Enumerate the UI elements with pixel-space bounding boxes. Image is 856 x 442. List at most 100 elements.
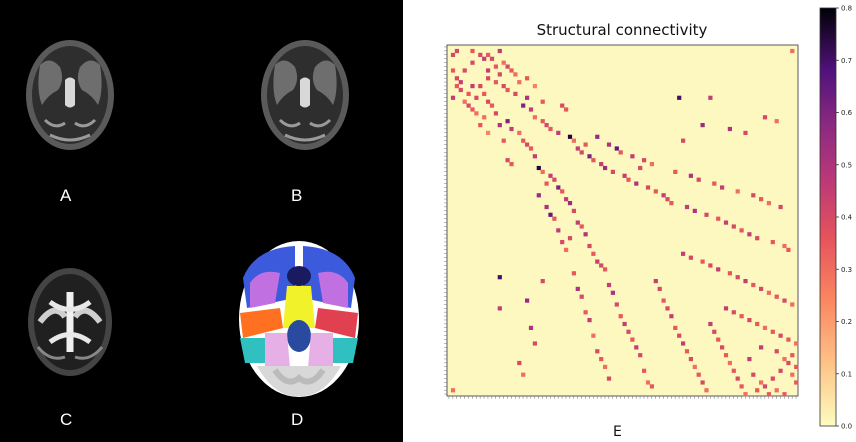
matrix-cell [567,134,573,139]
matrix-cell [497,123,502,128]
matrix-cell [610,169,615,174]
matrix-cell [478,84,483,89]
matrix-cell [482,56,487,61]
matrix-cell [622,173,627,178]
matrix-cell [638,165,643,171]
colorbar-tick-label: 0.3 [841,266,852,274]
matrix-cell [669,201,674,206]
matrix-cell [782,243,787,249]
matrix-cell [595,134,600,139]
panel-label-e: E [613,424,622,440]
matrix-cell [747,318,752,323]
matrix-cell [454,84,459,89]
colorbar-tick-label: 0.0 [841,423,852,431]
matrix-cell [673,325,678,330]
matrix-cell [486,99,491,104]
matrix-cell [599,263,604,268]
matrix-cell [528,325,534,330]
matrix-cell [486,52,491,57]
matrix-cell [747,232,752,237]
matrix-cell [552,177,557,182]
matrix-cell [727,360,732,366]
matrix-background [446,44,799,397]
matrix-cell [614,302,619,307]
matrix-cell [532,154,537,159]
mri-panel: A B C D [0,0,403,442]
matrix-cell [583,310,588,315]
chart-title: Structural connectivity [536,21,708,39]
matrix-cell [700,123,705,128]
matrix-cell [583,142,588,147]
matrix-cell [696,372,701,377]
matrix-cell [528,146,534,151]
matrix-cell [458,80,463,85]
matrix-cell [766,290,771,295]
mri-image-d-parcellation [239,241,359,397]
matrix-cell [669,314,674,319]
matrix-cell [782,357,787,362]
matrix-cell [505,119,510,124]
matrix-cell [575,286,580,291]
matrix-cell [645,380,651,385]
matrix-cell [466,91,471,96]
matrix-cell [497,306,502,311]
colorbar-gradient [819,7,837,427]
matrix-cell [661,193,666,198]
matrix-cell [548,126,553,132]
matrix-cell [673,169,678,174]
matrix-cell [735,376,740,381]
matrix-cell [649,162,654,167]
matrix-cell [489,56,495,61]
matrix-cell [575,146,580,151]
mri-image-b [261,40,349,150]
matrix-cell [599,162,604,167]
matrix-cell [684,349,690,354]
colorbar: 0.0 0.1 0.2 0.3 0.4 0.5 0.6 0.7 0.8 [819,5,853,431]
matrix-cell [626,177,631,182]
matrix-cell [762,115,768,120]
matrix-cell [470,84,475,89]
matrix-cell [723,306,729,311]
matrix-cell [618,314,623,319]
matrix-cell [454,76,459,81]
matrix-cell [794,364,799,369]
matrix-cell [790,302,795,307]
matrix-cell [482,91,487,96]
matrix-cell [630,337,635,342]
matrix-cell [762,384,768,389]
matrix-cell [595,349,600,354]
matrix-cell [513,91,518,96]
matrix-cell [517,360,522,366]
matrix-cell [645,185,651,190]
matrix-cell [450,388,456,393]
matrix-cell [782,392,787,397]
matrix-cell [790,372,795,377]
matrix-cell [762,325,768,330]
matrix-cell [458,87,463,93]
matrix-cell [587,243,592,249]
matrix-cell [603,165,608,171]
matrix-cell [731,368,736,373]
matrix-cell [564,197,569,202]
matrix-cell [743,130,748,135]
colorbar-tick-label: 0.7 [841,57,852,65]
matrix-cell [786,337,791,342]
matrix-cell [591,333,596,338]
matrix-cell [505,87,510,93]
matrix-cell [770,376,775,381]
matrix-cell [638,353,643,358]
matrix-cell [755,321,760,327]
matrix-cell [552,216,557,221]
matrix-cell [462,99,467,104]
matrix-cell [579,224,584,229]
matrix-cell [720,185,725,190]
matrix-cell [501,84,506,89]
matrix-cell [478,52,483,57]
matrix-cell [470,48,475,54]
matrix-cell [755,388,760,393]
matrix-cell [681,341,686,346]
matrix-cell [634,181,639,186]
matrix-cell [727,271,732,276]
matrix-cell [755,236,760,241]
matrix-cell [540,99,545,104]
